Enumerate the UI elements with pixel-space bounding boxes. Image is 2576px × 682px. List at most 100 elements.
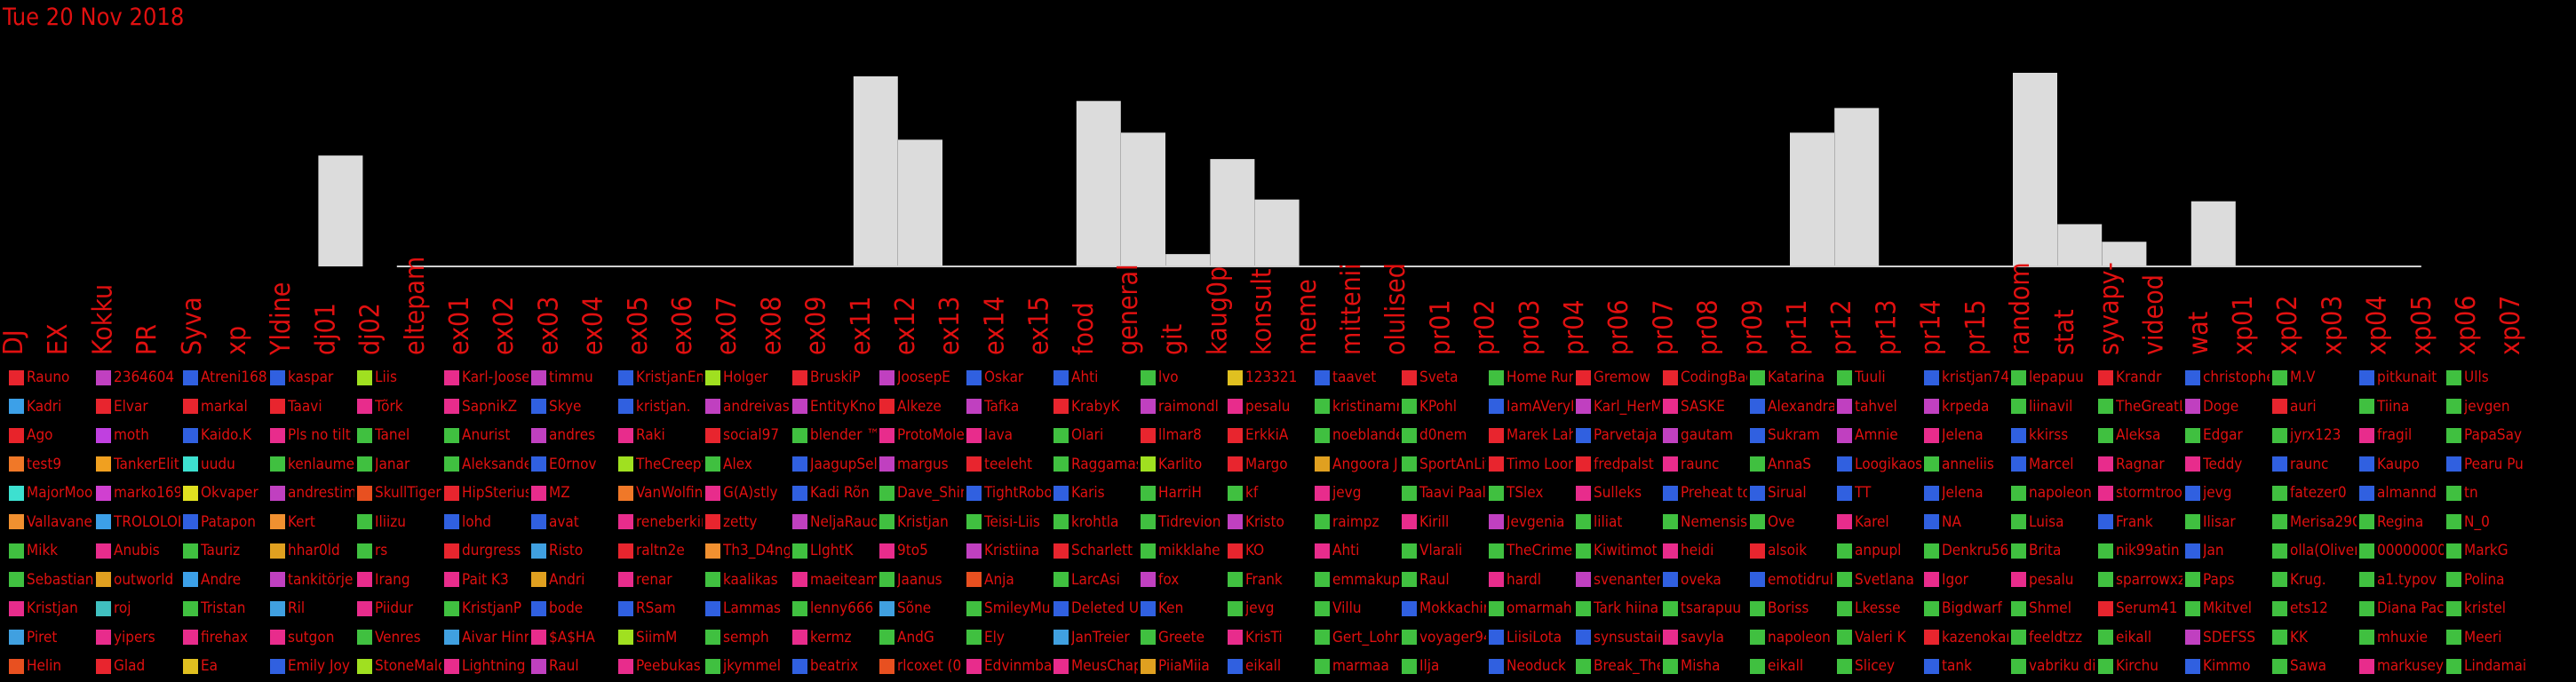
- category-label: ex14: [979, 297, 1010, 355]
- legend-swatch: [966, 456, 982, 472]
- legend-swatch: [96, 658, 111, 674]
- legend-item: heidi: [1663, 539, 1747, 562]
- category-label: general: [1113, 264, 1144, 355]
- legend-item: Aleksande: [444, 453, 529, 476]
- legend-item: firehax: [183, 626, 267, 649]
- legend-label: NA: [1942, 512, 1961, 531]
- legend-item: outworld: [96, 568, 180, 591]
- legend-item: Timo Loon: [1489, 453, 1573, 476]
- legend-swatch: [270, 514, 285, 529]
- legend-item: kristjan74: [1924, 366, 2008, 389]
- legend-label: sparrowxz: [2116, 570, 2182, 589]
- legend-item: Ilisar: [2185, 511, 2270, 534]
- legend-item: lava: [966, 424, 1051, 447]
- legend-item: moth: [96, 424, 180, 447]
- legend-item: Denkru56: [1924, 539, 2008, 562]
- legend-item: kkirss: [2011, 424, 2095, 447]
- legend-swatch: [1315, 572, 1330, 587]
- legend-item: JaagupSel: [792, 453, 877, 476]
- legend-swatch: [183, 572, 198, 587]
- legend-item: pitkunait: [2359, 366, 2444, 389]
- legend-item: Risto: [531, 539, 616, 562]
- legend-item: Pearu Pu: [2446, 453, 2531, 476]
- legend-swatch: [1315, 600, 1330, 616]
- legend-swatch: [879, 543, 894, 559]
- legend-label: margus: [897, 455, 949, 473]
- legend-swatch: [96, 572, 111, 587]
- legend-item: Lindamai: [2446, 654, 2531, 678]
- legend-swatch: [270, 600, 285, 616]
- legend-label: Ahti: [1332, 542, 1360, 559]
- legend-item: jyrx123: [2272, 424, 2357, 447]
- legend-swatch: [1053, 572, 1069, 587]
- legend-label: oveka: [1681, 570, 1721, 589]
- legend-item: LarcAsi: [1053, 568, 1138, 591]
- legend-item: hhar0ld: [270, 539, 354, 562]
- legend-swatch: [2446, 456, 2461, 472]
- legend-item: Karl_HerM: [1576, 395, 1660, 418]
- legend-item: Frank: [1228, 568, 1312, 591]
- legend-item: raltn2e: [618, 539, 703, 562]
- legend-swatch: [2185, 427, 2200, 443]
- legend-swatch: [531, 456, 546, 472]
- legend-item: Scharlett: [1053, 539, 1138, 562]
- legend-swatch: [531, 427, 546, 443]
- legend-item: JoosepE: [879, 366, 964, 389]
- legend-swatch: [1228, 399, 1243, 414]
- legend-swatch: [2098, 600, 2113, 616]
- legend-swatch: [2185, 658, 2200, 674]
- legend-item: Oskar: [966, 366, 1051, 389]
- legend-label: Tiina: [2377, 397, 2410, 416]
- legend-swatch: [9, 485, 24, 501]
- legend-swatch: [2272, 514, 2287, 529]
- legend-item: Paps: [2185, 568, 2270, 591]
- legend-swatch: [966, 514, 982, 529]
- legend-item: kf: [1228, 481, 1312, 504]
- legend-swatch: [792, 456, 807, 472]
- category-label: ex12: [890, 297, 921, 355]
- legend-swatch: [1402, 427, 1417, 443]
- category-label: Syva: [177, 297, 208, 355]
- legend-label: LIghtK: [810, 542, 854, 559]
- legend-item: VanWolfing: [618, 481, 703, 504]
- legend-item: N_0: [2446, 511, 2531, 534]
- legend-label: Boriss: [1768, 599, 1809, 617]
- legend-item: Irang: [357, 568, 441, 591]
- legend-label: kkirss: [2029, 426, 2069, 444]
- legend-item: Tidrevion: [1141, 511, 1225, 534]
- legend-label: yipers: [114, 628, 155, 646]
- legend-swatch: [2185, 369, 2200, 385]
- legend-swatch: [2011, 543, 2026, 559]
- category-label: ex01: [444, 297, 475, 355]
- legend-label: Teisi-Liis: [984, 512, 1040, 531]
- legend-item: emmakups: [1315, 568, 1399, 591]
- legend-swatch: [1576, 369, 1591, 385]
- category-label: ex09: [801, 297, 832, 355]
- legend-label: Kadi Rõn: [810, 484, 870, 502]
- bar-food: [1076, 100, 1121, 266]
- legend-swatch: [1837, 427, 1852, 443]
- legend-swatch: [2272, 572, 2287, 587]
- legend-label: Mkitvel: [2203, 599, 2253, 617]
- legend-swatch: [1141, 630, 1156, 645]
- legend-label: SapnikZ: [462, 397, 518, 416]
- legend-swatch: [1053, 630, 1069, 645]
- legend-swatch: [1053, 369, 1069, 385]
- category-label: pr02: [1470, 299, 1501, 355]
- legend-swatch: [2098, 399, 2113, 414]
- legend-label: IamAVeryF: [1507, 397, 1573, 416]
- legend-item: test9: [9, 453, 93, 476]
- legend-swatch: [1750, 514, 1765, 529]
- legend-label: firehax: [201, 628, 249, 646]
- legend-label: Parvetaja: [1594, 426, 1658, 444]
- legend-label: Marek Lah: [1507, 426, 1573, 444]
- legend-label: AnnaS: [1768, 455, 1811, 473]
- legend-item: Anubis: [96, 539, 180, 562]
- legend-swatch: [1053, 514, 1069, 529]
- legend-label: Luisa: [2029, 512, 2064, 531]
- legend-item: Mokkachin: [1402, 597, 1486, 620]
- legend-label: ErkkiA: [1245, 426, 1289, 444]
- legend-label: fredpalst: [1594, 455, 1654, 473]
- legend-label: mikklahe: [1158, 542, 1220, 559]
- legend-swatch: [2446, 630, 2461, 645]
